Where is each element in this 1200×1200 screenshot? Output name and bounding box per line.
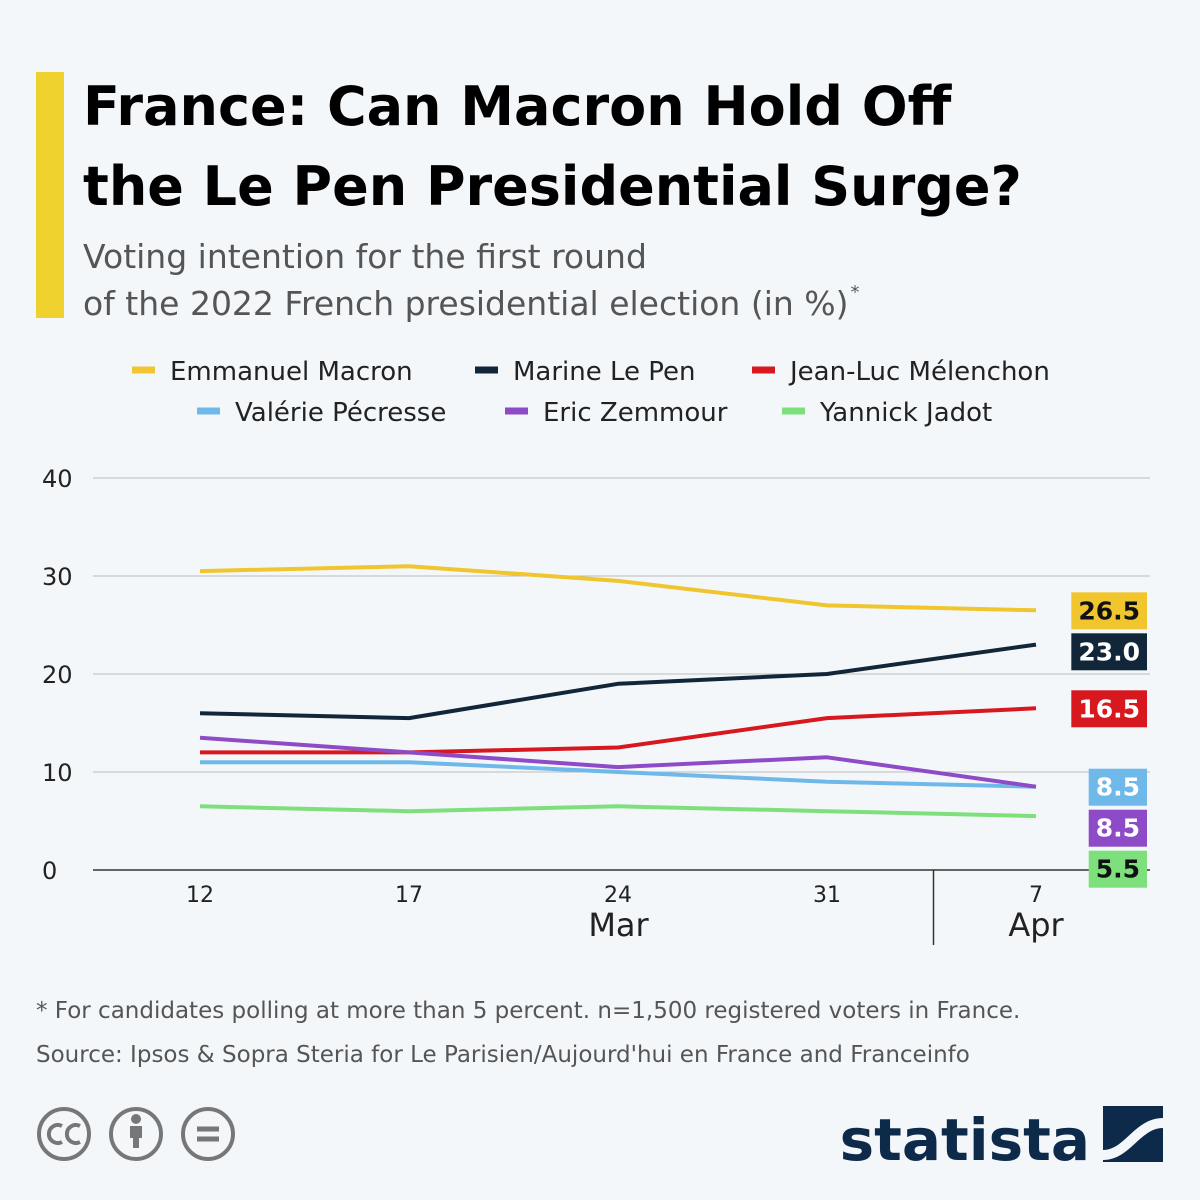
legend-label: Marine Le Pen [513,357,696,387]
legend-label: Yannick Jadot [819,398,992,428]
footnote-mark: * [851,282,860,303]
series-line [200,760,1037,789]
value-label: 23.0 [1078,637,1140,666]
legend-label: Valérie Pécresse [235,398,446,428]
chart-title: the Le Pen Presidential Surge? [83,155,1022,218]
series-line [200,706,1037,755]
y-tick-label: 10 [42,759,73,787]
value-label-box [1071,690,1147,728]
y-tick-label: 30 [42,563,73,591]
value-label-box [1088,850,1147,888]
value-label: 16.5 [1078,694,1140,723]
x-tick-label: 12 [186,883,214,908]
value-label: 8.5 [1096,773,1140,802]
x-group-label: Mar [588,906,649,944]
note: * For candidates polling at more than 5 … [36,998,1020,1024]
legend-label: Emmanuel Macron [170,357,413,387]
y-tick-label: 40 [42,465,73,493]
x-tick-label: 24 [604,883,632,908]
series-line [199,642,1037,721]
legend-label: Jean-Luc Mélenchon [788,357,1050,387]
legend-label: Eric Zemmour [543,398,728,428]
series-line [199,564,1037,613]
source: Source: Ipsos & Sopra Steria for Le Pari… [36,1042,970,1068]
value-label-box [1071,633,1147,671]
series-line [199,735,1037,789]
value-label-box [1071,592,1147,630]
series-line [199,804,1037,819]
y-tick-label: 0 [42,857,57,885]
x-tick-label: 7 [1029,883,1043,908]
chart-subtitle: Voting intention for the first round [83,237,647,276]
license-icons [37,1107,235,1161]
chart-title: France: Can Macron Hold Off [83,75,953,138]
value-label: 5.5 [1096,855,1140,884]
value-label-box [1088,768,1147,806]
x-tick-label: 31 [813,883,841,908]
accent-bar [36,72,64,318]
value-label-box [1088,809,1147,847]
x-tick-label: 17 [395,883,423,908]
x-group-label: Apr [1008,906,1064,944]
value-label: 8.5 [1096,814,1140,843]
brand-icon [1103,1106,1163,1162]
value-label: 26.5 [1078,596,1140,625]
y-tick-label: 20 [42,661,73,689]
brand: statista [840,1106,1090,1174]
chart-subtitle: of the 2022 French presidential election… [83,284,849,323]
